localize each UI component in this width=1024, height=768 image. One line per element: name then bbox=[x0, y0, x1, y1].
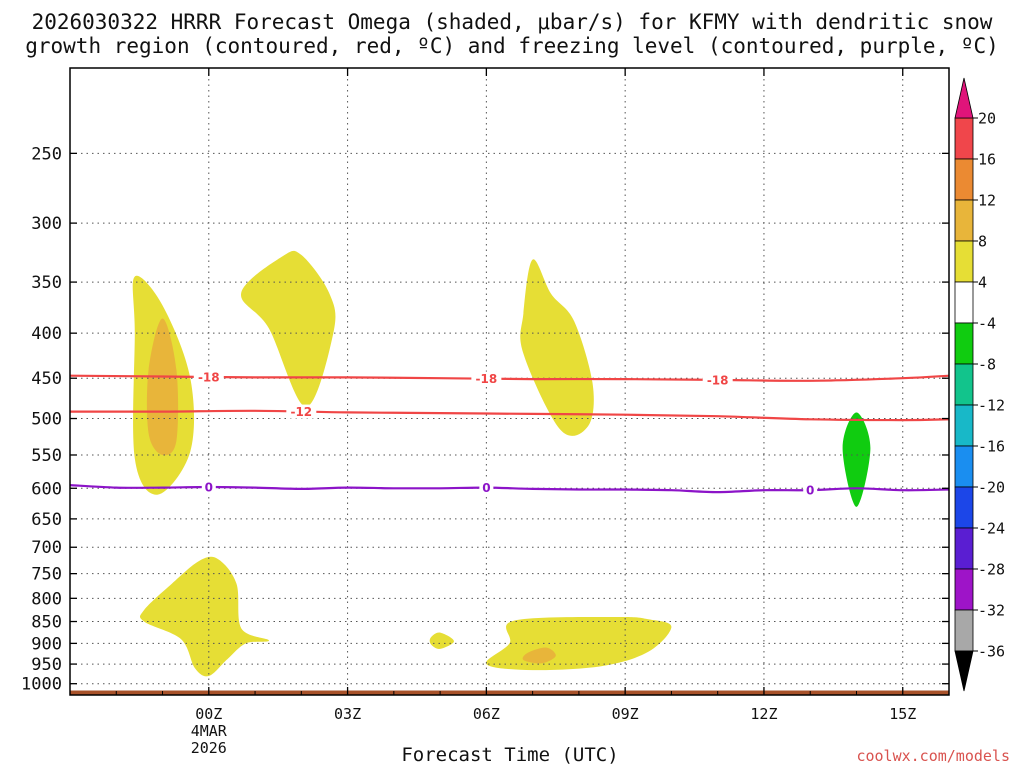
y-tick-label-250: 250 bbox=[31, 144, 62, 164]
omega-region-2 bbox=[146, 318, 179, 456]
colorbar-label--8: -8 bbox=[978, 356, 996, 374]
ground-below-surface bbox=[70, 690, 949, 695]
y-tick-label-300: 300 bbox=[31, 214, 62, 234]
contour-label-minus18-1: -18 bbox=[198, 370, 220, 384]
contour-label-minus18-3: -18 bbox=[707, 373, 729, 387]
y-tick-label-350: 350 bbox=[31, 273, 62, 293]
y-tick-label-600: 600 bbox=[31, 479, 62, 499]
y-tick-label-650: 650 bbox=[31, 510, 62, 530]
y-tick-label-450: 450 bbox=[31, 369, 62, 389]
colorbar-label--12: -12 bbox=[978, 397, 1005, 415]
y-tick-label-550: 550 bbox=[31, 446, 62, 466]
x-tick-label-06Z: 06Z bbox=[473, 705, 500, 723]
x-tick-label-15Z: 15Z bbox=[889, 705, 916, 723]
y-tick-label-500: 500 bbox=[31, 410, 62, 430]
plot-frame bbox=[69, 67, 950, 696]
colorbar-label-16: 16 bbox=[978, 151, 996, 169]
ground-layer bbox=[70, 690, 949, 695]
y-tick-label-800: 800 bbox=[31, 589, 62, 609]
colorbar-label--16: -16 bbox=[978, 438, 1005, 456]
colorbar-bin-12-to-16 bbox=[954, 158, 974, 201]
colorbar-bin--8-to--4 bbox=[954, 322, 974, 365]
y-tick-label-700: 700 bbox=[31, 538, 62, 558]
contour-label-0-3: 0 bbox=[806, 484, 814, 498]
contour-line-minus18 bbox=[69, 374, 950, 382]
y-tick-label-900: 900 bbox=[31, 634, 62, 654]
axis-ticks: 2503003504004505005506006507007508008509… bbox=[21, 68, 950, 757]
omega-region-6 bbox=[139, 556, 269, 677]
contour-label-0-1: 0 bbox=[205, 480, 213, 494]
x-axis-label: Forecast Time (UTC) bbox=[401, 744, 619, 766]
colorbar-label--32: -32 bbox=[978, 602, 1005, 620]
contour-lines bbox=[69, 374, 950, 494]
x-tick-label-03Z: 03Z bbox=[334, 705, 361, 723]
x-tick-label-12Z: 12Z bbox=[750, 705, 777, 723]
y-tick-label-1000: 1000 bbox=[21, 675, 62, 695]
omega-region-7 bbox=[429, 632, 454, 649]
contour-label-bg-0-2 bbox=[479, 480, 494, 495]
contour-label-bg-minus12-1 bbox=[286, 404, 317, 419]
contour-labels: -18 -18 -18 -12 0 0 0 bbox=[193, 369, 818, 498]
colorbar-label--24: -24 bbox=[978, 520, 1005, 538]
contour-label-bg-0-1 bbox=[201, 479, 216, 494]
contour-label-0-2: 0 bbox=[482, 481, 490, 495]
colorbar-bin--12-to--8 bbox=[954, 363, 974, 406]
colorbar-label--36: -36 bbox=[978, 643, 1005, 661]
colorbar-over-arrow bbox=[954, 77, 974, 119]
colorbar-label--4: -4 bbox=[978, 315, 996, 333]
omega-region-9 bbox=[522, 647, 556, 664]
y-tick-label-950: 950 bbox=[31, 655, 62, 675]
colorbar-bin-8-to-12 bbox=[954, 199, 974, 242]
omega-shading bbox=[132, 250, 871, 677]
colorbar-bin--28-to--24 bbox=[954, 527, 974, 570]
y-tick-label-400: 400 bbox=[31, 324, 62, 344]
colorbar-label-8: 8 bbox=[978, 233, 987, 251]
colorbar-bin--36-to--32 bbox=[954, 609, 974, 652]
x-tick-label-00Z: 00Z bbox=[195, 705, 222, 723]
colorbar-bin-4-to-8 bbox=[954, 240, 974, 283]
chart-title-line-2: growth region (contoured, red, ºC) and f… bbox=[25, 34, 999, 58]
colorbar-label-4: 4 bbox=[978, 274, 987, 292]
contour-label-bg-minus18-2 bbox=[471, 371, 502, 386]
colorbar-bin--16-to--12 bbox=[954, 404, 974, 447]
source-credit: coolwx.com/models bbox=[856, 747, 1010, 765]
colorbar-bin--20-to--16 bbox=[954, 445, 974, 488]
colorbar-label--20: -20 bbox=[978, 479, 1005, 497]
x-tick-sublabel-2: 2026 bbox=[191, 739, 227, 757]
colorbar-label--28: -28 bbox=[978, 561, 1005, 579]
colorbar-bin--32-to--28 bbox=[954, 568, 974, 611]
colorbar-bin--4-to-4 bbox=[954, 281, 974, 324]
omega-region-3 bbox=[241, 250, 336, 407]
x-tick-sublabel-1: 4MAR bbox=[191, 722, 228, 740]
colorbar-bin-16-to-20 bbox=[954, 117, 974, 160]
omega-region-8 bbox=[485, 616, 672, 671]
y-tick-label-850: 850 bbox=[31, 613, 62, 633]
chart-title-line-1: 2026030322 HRRR Forecast Omega (shaded, … bbox=[31, 10, 993, 34]
contour-label-minus18-2: -18 bbox=[476, 372, 498, 386]
colorbar-label-12: 12 bbox=[978, 192, 996, 210]
omega-region-5 bbox=[842, 412, 871, 507]
x-tick-label-09Z: 09Z bbox=[612, 705, 639, 723]
contour-label-bg-minus18-1 bbox=[193, 369, 224, 384]
colorbar-label-20: 20 bbox=[978, 110, 996, 128]
contour-label-bg-minus18-3 bbox=[702, 372, 733, 387]
colorbar: 20 16 12 8 4 -4 -8 -12 -16 -20 -24 -28 -32 -36 bbox=[954, 77, 1005, 692]
omega-region-4 bbox=[520, 259, 594, 436]
colorbar-bin--24-to--20 bbox=[954, 486, 974, 529]
y-tick-label-750: 750 bbox=[31, 565, 62, 585]
colorbar-under-arrow bbox=[954, 650, 974, 692]
contour-label-bg-0-3 bbox=[803, 483, 818, 498]
contour-line-minus12 bbox=[69, 409, 950, 422]
contour-label-minus12-1: -12 bbox=[290, 405, 312, 419]
